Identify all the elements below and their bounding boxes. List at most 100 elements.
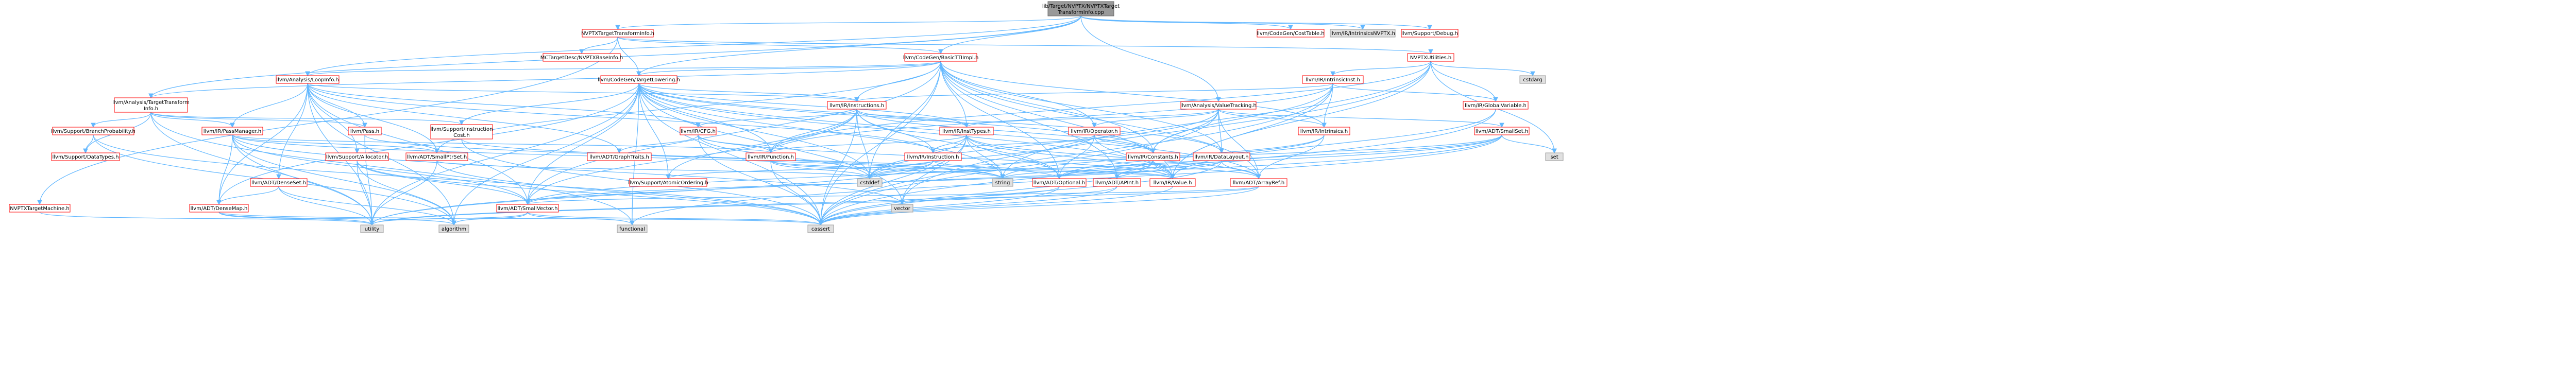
node-functional[interactable]: functional (617, 224, 648, 233)
node-ir-instruction[interactable]: llvm/IR/Instruction.h (904, 152, 962, 161)
dependency-edge (357, 160, 375, 226)
node-label: lib/Target/NVPTX/NVPTXTarget (1042, 4, 1120, 9)
node-codegen-cost-table[interactable]: llvm/CodeGen/CostTable.h (1257, 29, 1325, 38)
node-utility[interactable]: utility (360, 224, 384, 233)
dependency-edge (818, 134, 967, 226)
dependency-edge (636, 15, 1081, 77)
node-pass-h[interactable]: llvm/Pass.h (348, 127, 382, 135)
node-vector[interactable]: vector (891, 204, 913, 213)
node-ir-cfg[interactable]: llvm/IR/CFG.h (680, 127, 717, 135)
dependency-edge (357, 160, 530, 205)
dependency-edge (768, 109, 857, 154)
dependency-edge (451, 83, 639, 226)
dependency-edge (305, 15, 1081, 77)
node-intrinsics-nvptx[interactable]: llvm/IR/IntrinsicsNVPTX.h (1330, 29, 1396, 38)
node-label: llvm/Support/Allocator.h (326, 154, 388, 160)
node-analysis-loop-info[interactable]: llvm/Analysis/LoopInfo.h (276, 75, 340, 84)
dependency-edge (818, 186, 1259, 226)
node-root-nvptx-target-transform-info-cpp[interactable]: lib/Target/NVPTX/NVPTXTarget TransformIn… (1042, 1, 1120, 16)
node-adt-small-set[interactable]: llvm/ADT/SmallSet.h (1474, 127, 1530, 135)
node-adt-apint[interactable]: llvm/ADT/APInt.h (1093, 178, 1141, 187)
node-cassert[interactable]: cassert (807, 224, 834, 233)
dependency-edge (357, 160, 823, 226)
dependency-edge (867, 160, 1154, 180)
node-label: set (1550, 154, 1558, 160)
dependency-edge (617, 37, 943, 55)
node-adt-graph-traits[interactable]: llvm/ADT/GraphTraits.h (587, 152, 652, 161)
node-label: llvm/ADT/DenseMap.h (191, 206, 248, 212)
node-ir-value[interactable]: llvm/IR/Value.h (1149, 178, 1196, 187)
node-ir-constants[interactable]: llvm/IR/Constants.h (1126, 152, 1180, 161)
node-label: NVPTXUtilities.h (1410, 55, 1451, 61)
node-label: string (995, 180, 1010, 186)
dependency-edge (930, 134, 1095, 154)
dependency-edge (218, 212, 823, 226)
node-ir-instructions[interactable]: llvm/IR/Instructions.h (827, 101, 887, 110)
node-label: Cost.h (453, 133, 470, 138)
dependency-edge (1080, 15, 1221, 102)
node-codegen-target-lowering[interactable]: llvm/CodeGen/TargetLowering.h (598, 75, 680, 84)
node-adt-small-vector[interactable]: llvm/ADT/SmallVector.h (496, 204, 559, 213)
node-ir-intrinsics[interactable]: llvm/IR/Intrinsics.h (1298, 127, 1350, 135)
dependency-edge (818, 160, 1222, 226)
node-label: llvm/ADT/DenseSet.h (251, 180, 306, 186)
node-set[interactable]: set (1545, 152, 1564, 161)
node-support-allocator[interactable]: llvm/Support/Allocator.h (325, 152, 389, 161)
node-cstddef[interactable]: cstddef (857, 178, 883, 187)
dependency-edge (230, 83, 308, 128)
dependency-edge (666, 109, 857, 180)
node-ir-function[interactable]: llvm/IR/Function.h (745, 152, 796, 161)
node-analysis-target-transform-info[interactable]: llvm/Analysis/TargetTransform Info.h (112, 97, 190, 113)
node-analysis-value-tracking[interactable]: llvm/Analysis/ValueTracking.h (1180, 101, 1257, 110)
node-support-data-types[interactable]: llvm/Support/DataTypes.h (51, 152, 120, 161)
node-nvptx-target-transform-info-h[interactable]: NVPTXTargetTransformInfo.h (581, 29, 654, 38)
node-label: llvm/Support/DataTypes.h (52, 154, 118, 160)
node-adt-array-ref[interactable]: llvm/ADT/ArrayRef.h (1230, 178, 1287, 187)
node-mc-target-desc-nvptx-base-info[interactable]: MCTargetDesc/NVPTXBaseInfo.h (540, 53, 623, 62)
node-adt-small-ptr-set[interactable]: llvm/ADT/SmallPtrSet.h (405, 152, 468, 161)
dependency-edge (1256, 134, 1325, 180)
node-ir-data-layout[interactable]: llvm/IR/DataLayout.h (1193, 152, 1250, 161)
dependency-edge (1218, 109, 1504, 128)
node-support-atomic-ordering[interactable]: llvm/Support/AtomicOrdering.h (628, 178, 708, 187)
dependency-edge (638, 83, 823, 226)
dependency-edge (307, 83, 622, 154)
node-label: llvm/IR/PassManager.h (204, 129, 261, 134)
node-support-debug[interactable]: llvm/Support/Debug.h (1401, 29, 1459, 38)
node-label: llvm/IR/Operator.h (1071, 129, 1117, 134)
node-ir-intrinsic-inst[interactable]: llvm/IR/IntrinsicInst.h (1302, 75, 1364, 84)
graph-edges (37, 15, 1557, 226)
dependency-edge (638, 83, 773, 154)
node-nvptx-utilities-h[interactable]: NVPTXUtilities.h (1407, 53, 1454, 62)
node-cstdarg[interactable]: cstdarg (1519, 75, 1546, 84)
dependency-edge (218, 212, 375, 226)
dependency-edge (232, 134, 456, 226)
dependency-edge (638, 83, 1224, 154)
dependency-edge (232, 134, 773, 154)
dependency-edge (856, 109, 1156, 154)
node-support-branch-probability[interactable]: llvm/Support/BranchProbability.h (51, 127, 135, 135)
node-adt-dense-set[interactable]: llvm/ADT/DenseSet.h (250, 178, 308, 187)
node-string[interactable]: string (992, 178, 1013, 187)
dependency-edge (698, 134, 773, 154)
dependency-edge (232, 134, 905, 205)
dependency-edge (1218, 109, 1327, 128)
node-support-instruction-cost[interactable]: llvm/Support/Instruction Cost.h (430, 124, 493, 140)
node-codegen-basic-tti-impl[interactable]: llvm/CodeGen/BasicTTIImpl.h (903, 53, 979, 62)
node-algorithm[interactable]: algorithm (438, 224, 469, 233)
dependency-edge (940, 61, 1097, 128)
dependency-edge (579, 37, 618, 55)
dependency-edge (1150, 83, 1333, 154)
node-nvptx-target-machine-h[interactable]: NVPTXTargetMachine.h (9, 204, 71, 213)
node-ir-global-variable[interactable]: llvm/IR/GlobalVariable.h (1463, 101, 1529, 110)
dependency-edge (150, 112, 635, 226)
dependency-edge (1094, 134, 1156, 154)
dependency-edge (39, 212, 375, 226)
node-ir-operator[interactable]: llvm/IR/Operator.h (1068, 127, 1121, 135)
node-adt-dense-map[interactable]: llvm/ADT/DenseMap.h (189, 204, 249, 213)
node-ir-inst-types[interactable]: llvm/IR/InstTypes.h (939, 127, 994, 135)
node-adt-optional[interactable]: llvm/ADT/Optional.h (1032, 178, 1087, 187)
node-ir-pass-manager[interactable]: llvm/IR/PassManager.h (201, 127, 263, 135)
node-label: llvm/ADT/SmallSet.h (1476, 129, 1528, 134)
dependency-edge (369, 186, 1060, 226)
